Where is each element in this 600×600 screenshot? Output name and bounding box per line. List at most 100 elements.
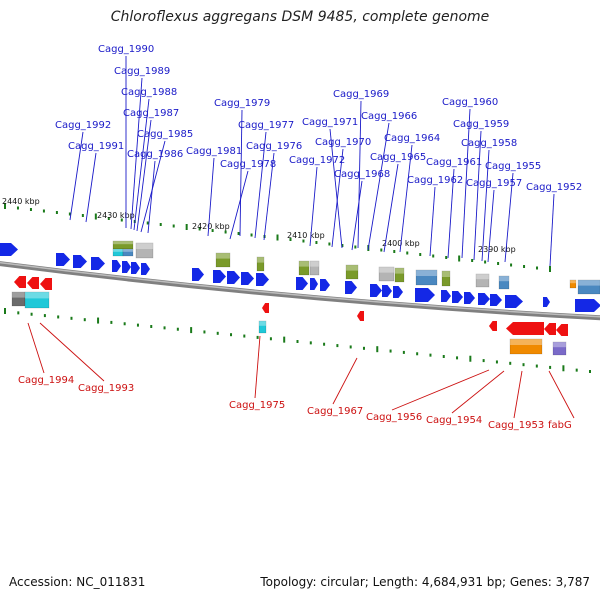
forward-gene-arrow: [256, 273, 269, 286]
top-label-leader-line: [147, 160, 156, 234]
forward-gene-arrow: [213, 270, 226, 283]
upper-scale-tick-mark: [510, 263, 513, 267]
top-gene-label: Cagg_1976: [246, 141, 302, 152]
top-label-leader-line: [229, 170, 249, 240]
lower-scale-tick-mark: [323, 342, 326, 346]
top-gene-label: Cagg_1962: [407, 175, 463, 186]
top-gene-label: Cagg_1960: [442, 97, 498, 108]
top-label-leader-line: [254, 131, 267, 239]
reverse-gene-arrow: [489, 321, 497, 331]
reverse-gene-arrow: [357, 311, 364, 321]
upper-scale-tick-mark: [419, 253, 422, 256]
bottom-gene-label: Cagg_1993: [78, 383, 134, 394]
bottom-gene-label: fabG: [548, 420, 572, 431]
top-label-leader-line: [504, 172, 514, 263]
top-gene-label: Cagg_1979: [214, 98, 270, 109]
top-label-leader-line: [357, 100, 362, 249]
top-gene-label: Cagg_1961: [426, 157, 482, 168]
upper-scale-tick-mark: [380, 248, 383, 252]
grey-feature-box: [378, 266, 395, 282]
top-gene-label: Cagg_1985: [137, 129, 193, 140]
bottom-label-leader-line: [451, 370, 505, 414]
top-gene-label: Cagg_1966: [361, 111, 417, 122]
reverse-gene-arrow: [556, 324, 568, 336]
top-label-leader-line: [140, 140, 166, 233]
dark-grey-feature-box-shine: [12, 292, 25, 298]
lower-scale-tick-mark: [522, 363, 525, 367]
top-label-leader-line: [239, 109, 243, 237]
cyan-feature-box-shine: [259, 321, 266, 326]
upper-scale-tick-mark: [302, 239, 305, 243]
upper-scale-tick-mark: [445, 256, 448, 259]
scale-tick-label: 2440 kbp: [2, 197, 40, 206]
top-label-leader-line: [329, 128, 343, 249]
top-label-leader-line: [399, 144, 413, 253]
upper-scale-tick-mark: [16, 206, 19, 210]
lower-scale-tick-mark: [97, 317, 100, 324]
forward-gene-arrow: [320, 279, 330, 291]
lower-scale-tick-mark: [402, 350, 405, 354]
lower-scale-tick-mark: [442, 355, 445, 358]
top-gene-label: Cagg_1990: [98, 44, 154, 55]
upper-scale-tick-mark: [341, 244, 344, 247]
lower-scale-tick-mark: [283, 336, 286, 343]
upper-scale-tick-mark: [393, 250, 396, 253]
purple-feature-box-shine: [553, 342, 566, 348]
top-gene-label: Cagg_1971: [302, 117, 358, 128]
lower-scale-tick-mark: [216, 331, 219, 335]
reverse-gene-arrow: [544, 323, 556, 335]
forward-gene-arrow: [112, 260, 121, 272]
upper-scale-tick-mark: [107, 217, 110, 220]
top-gene-label: Cagg_1965: [370, 152, 426, 163]
upper-scale-tick-mark: [237, 232, 240, 235]
lower-scale-tick-mark: [243, 334, 246, 338]
olive-feature-box-shine: [299, 261, 309, 267]
lower-scale-tick-mark: [389, 349, 392, 353]
upper-scale-tick-mark: [81, 214, 84, 217]
olive-feature-box: [441, 270, 451, 287]
upper-scale-tick-mark: [198, 227, 201, 231]
grey-feature-box: [475, 273, 490, 288]
bottom-label-leader-line: [513, 370, 523, 419]
lower-scale-tick-mark: [17, 311, 20, 315]
top-label-leader-line: [263, 152, 275, 241]
genome-summary-text: Topology: circular; Length: 4,684,931 bp…: [260, 575, 590, 589]
top-label-leader-line: [367, 122, 390, 251]
upper-scale-tick-mark: [471, 259, 474, 262]
top-gene-label: Cagg_1978: [220, 159, 276, 170]
forward-gene-arrow: [382, 285, 392, 297]
lower-scale-tick-mark: [589, 370, 591, 373]
upper-scale-tick-mark: [4, 203, 6, 209]
upper-scale-tick-mark: [432, 254, 435, 258]
olive-feature-box-shine: [257, 257, 264, 263]
olive-feature-box-shine: [346, 265, 358, 271]
bottom-gene-label: Cagg_1956: [366, 412, 422, 423]
steelblue-feature-box-shine: [499, 276, 509, 282]
upper-scale-tick-mark: [276, 234, 279, 241]
grey-feature-box: [135, 242, 154, 259]
top-label-leader-line: [549, 193, 555, 267]
olive-feature-box-shine: [442, 271, 450, 277]
lower-scale-tick-mark: [190, 327, 193, 334]
forward-gene-arrow: [91, 257, 105, 270]
upper-scale-tick-mark: [289, 238, 292, 241]
forward-gene-arrow: [0, 243, 18, 256]
upper-scale-tick-mark: [354, 245, 357, 249]
top-label-leader-line: [481, 149, 490, 262]
lower-scale-tick-mark: [509, 361, 512, 365]
bottom-gene-label: Cagg_1953: [488, 420, 544, 431]
top-label-leader-line: [85, 152, 97, 223]
lower-scale-tick-mark: [456, 356, 459, 360]
lower-scale-tick-mark: [269, 337, 272, 341]
forward-gene-arrow: [345, 281, 357, 294]
lower-scale-tick-mark: [150, 325, 153, 328]
forward-gene-arrow: [543, 297, 550, 307]
bottom-label-leader-line: [39, 322, 105, 382]
lower-scale-tick-mark: [230, 333, 233, 337]
cyan-feature-box-shine: [113, 249, 123, 252]
top-gene-label: Cagg_1987: [123, 108, 179, 119]
upper-scale-tick-mark: [55, 211, 58, 214]
top-label-leader-line: [461, 108, 471, 259]
lower-scale-tick-mark: [136, 323, 139, 327]
grey-feature-box-shine: [136, 243, 153, 249]
